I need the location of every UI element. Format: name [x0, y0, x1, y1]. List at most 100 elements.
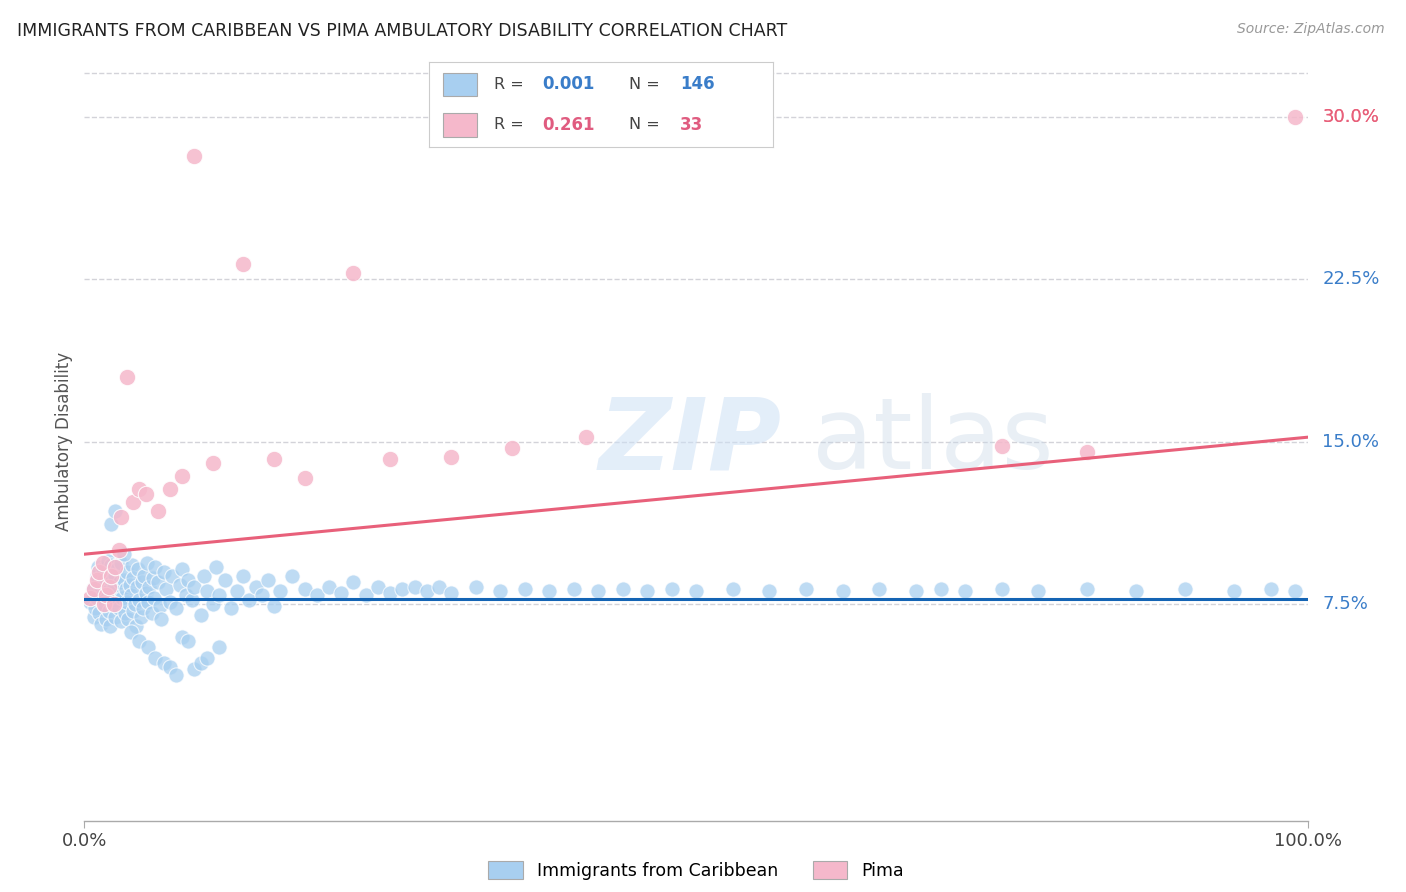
Point — [94, 599, 117, 614]
Point — [87, 606, 110, 620]
Point — [104, 504, 127, 518]
Point — [104, 560, 127, 574]
Point — [135, 486, 157, 500]
Point — [269, 584, 291, 599]
Point — [193, 569, 215, 583]
Point — [153, 656, 176, 670]
Point — [201, 597, 224, 611]
Point — [404, 580, 426, 594]
Point — [586, 584, 609, 599]
Point — [1076, 445, 1098, 459]
Point — [112, 573, 135, 587]
Point — [440, 450, 463, 464]
Point — [129, 610, 152, 624]
Point — [87, 560, 110, 574]
Text: R =: R = — [495, 77, 524, 92]
Point — [172, 469, 194, 483]
Point — [226, 584, 249, 599]
Text: N =: N = — [628, 117, 659, 132]
Point — [135, 586, 157, 600]
Point — [427, 580, 450, 594]
Point — [342, 266, 364, 280]
Text: Source: ZipAtlas.com: Source: ZipAtlas.com — [1237, 22, 1385, 37]
Point — [93, 573, 115, 587]
Point — [98, 618, 121, 632]
Point — [125, 618, 148, 632]
Point — [117, 612, 139, 626]
Point — [128, 633, 150, 648]
Point — [107, 542, 129, 557]
Point — [214, 573, 236, 587]
Point — [146, 575, 169, 590]
Point — [318, 580, 340, 594]
Point — [502, 441, 524, 455]
Point — [513, 582, 536, 596]
Point — [111, 591, 134, 605]
Point — [794, 582, 817, 596]
Point — [97, 571, 120, 585]
Point — [104, 569, 127, 583]
Text: 30.0%: 30.0% — [1322, 108, 1379, 126]
Point — [115, 595, 138, 609]
Point — [929, 582, 952, 596]
Point — [159, 595, 181, 609]
Point — [165, 668, 187, 682]
Point — [108, 575, 131, 590]
Point — [183, 662, 205, 676]
Point — [143, 560, 166, 574]
Text: 15.0%: 15.0% — [1322, 433, 1379, 450]
Point — [122, 603, 145, 617]
Point — [612, 582, 634, 596]
Point — [155, 582, 177, 596]
Point — [232, 569, 254, 583]
Point — [219, 601, 242, 615]
Point — [177, 633, 200, 648]
Point — [172, 630, 194, 644]
Point — [172, 562, 194, 576]
Point — [162, 569, 184, 583]
Point — [190, 607, 212, 622]
FancyBboxPatch shape — [443, 72, 477, 96]
Point — [118, 577, 141, 591]
Point — [91, 556, 114, 570]
Point — [165, 601, 187, 615]
Point — [263, 599, 285, 614]
Point — [342, 575, 364, 590]
Point — [87, 565, 110, 579]
Point — [380, 586, 402, 600]
Point — [831, 584, 853, 599]
Point — [181, 592, 204, 607]
Point — [132, 601, 155, 615]
Point — [142, 571, 165, 585]
Point — [257, 573, 280, 587]
Point — [869, 582, 891, 596]
Point — [107, 601, 129, 615]
Point — [153, 565, 176, 579]
Text: 7.5%: 7.5% — [1322, 595, 1368, 613]
Point — [86, 591, 108, 605]
Point — [100, 558, 122, 572]
Point — [83, 582, 105, 596]
Point — [100, 586, 122, 600]
Point — [1284, 110, 1306, 124]
Point — [159, 660, 181, 674]
Point — [141, 606, 163, 620]
Point — [112, 547, 135, 561]
Point — [149, 599, 172, 614]
Point — [125, 580, 148, 594]
Point — [1284, 584, 1306, 599]
Point — [721, 582, 744, 596]
Point — [201, 456, 224, 470]
Point — [96, 612, 118, 626]
Point — [208, 588, 231, 602]
Point — [464, 580, 486, 594]
Point — [120, 625, 142, 640]
Text: N =: N = — [628, 77, 659, 92]
Point — [1076, 582, 1098, 596]
Point — [97, 603, 120, 617]
Point — [991, 439, 1014, 453]
Point — [174, 588, 197, 602]
Point — [127, 562, 149, 576]
Point — [367, 580, 389, 594]
Point — [391, 582, 413, 596]
